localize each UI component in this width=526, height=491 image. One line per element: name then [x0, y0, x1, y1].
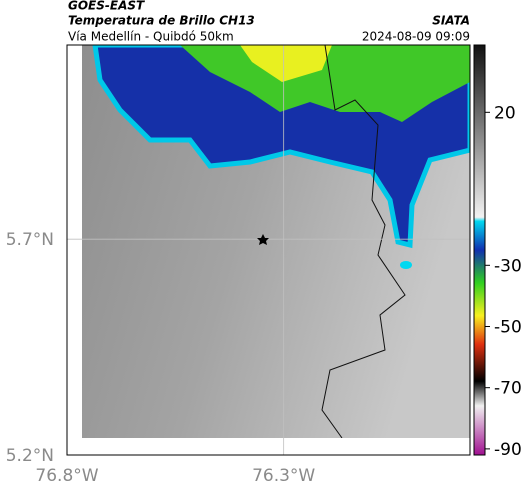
region: Vía Medellín - Quibdó 50km	[68, 30, 234, 44]
title: GOES-EAST	[68, 0, 145, 13]
map-frame	[66, 44, 471, 456]
timestamp: 2024-08-09 09:09	[362, 30, 470, 44]
border	[321, 45, 406, 438]
colorbar-tick-label: -90	[494, 440, 522, 460]
source: SIATA	[432, 14, 470, 28]
subtitle: Temperatura de Brillo CH13	[68, 14, 255, 28]
colorbar-tick-label: -30	[494, 256, 522, 276]
coldest-cloud	[240, 45, 332, 82]
station-marker	[257, 234, 269, 245]
very-cold-cloud	[180, 45, 470, 122]
imagery	[82, 45, 470, 438]
y-tick-label: 5.2°N	[6, 446, 54, 466]
cloud-cell	[400, 261, 412, 269]
x-tick-label: 76.3°W	[252, 466, 315, 486]
colorbar	[473, 44, 486, 456]
colorbar-tick-label: -70	[494, 379, 522, 399]
colorbar-tick-label: 20	[494, 103, 516, 123]
x-tick-label: 76.8°W	[35, 466, 98, 486]
y-tick-label: 5.7°N	[6, 230, 54, 250]
colorbar-tick-label: -50	[494, 317, 522, 337]
